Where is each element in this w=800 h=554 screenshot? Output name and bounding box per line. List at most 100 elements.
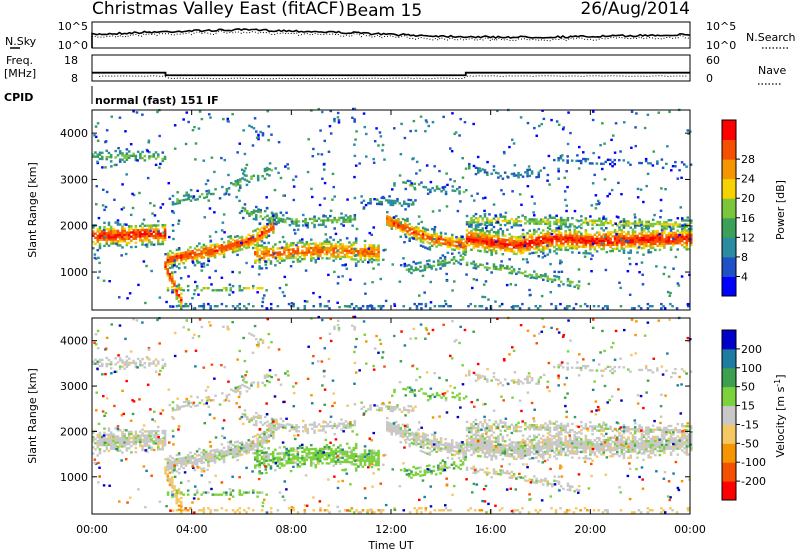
power-cell	[191, 249, 194, 253]
power-cell	[517, 220, 520, 223]
y-tick-label: 1000	[60, 266, 88, 279]
power-cell	[618, 249, 621, 253]
power-cell	[242, 172, 245, 175]
power-cell	[209, 244, 212, 247]
velocity-cell	[125, 363, 129, 366]
velocity-cell	[132, 436, 135, 440]
power-cell	[600, 221, 603, 225]
velocity-cell	[236, 452, 239, 456]
power-cell	[357, 252, 360, 255]
power-cell	[339, 251, 342, 254]
velocity-cell	[372, 457, 376, 461]
power-cell	[182, 198, 186, 202]
power-cell	[565, 305, 569, 308]
power-cell	[171, 281, 174, 285]
power-cell	[329, 209, 333, 212]
velocity-cell	[274, 460, 277, 464]
velocity-cell	[271, 454, 275, 458]
power-cell	[486, 173, 489, 176]
power-cell	[675, 307, 679, 310]
power-cell	[533, 232, 536, 236]
power-cell	[412, 226, 416, 230]
velocity-cell	[164, 468, 167, 471]
velocity-cell	[231, 452, 235, 455]
power-cell	[678, 239, 682, 243]
power-cell	[354, 262, 358, 265]
power-cell	[553, 231, 556, 234]
power-cell	[544, 232, 547, 236]
power-cell	[183, 266, 187, 269]
power-cell	[370, 260, 374, 264]
power-cell	[681, 219, 684, 222]
power-cell	[546, 244, 549, 247]
power-cell	[658, 242, 662, 245]
power-cell	[368, 256, 371, 260]
power-cell	[569, 131, 572, 135]
velocity-cell	[343, 454, 347, 458]
power-cell	[372, 267, 375, 270]
power-cell	[465, 239, 469, 243]
power-cell	[207, 255, 210, 258]
power-cell	[586, 305, 589, 308]
velocity-cell	[148, 444, 151, 447]
power-cell	[455, 245, 459, 248]
power-cell	[461, 176, 465, 179]
velocity-cell	[154, 438, 158, 441]
power-cell	[551, 242, 554, 245]
power-cell	[640, 238, 644, 242]
power-cell	[577, 284, 581, 287]
velocity-cell	[292, 457, 295, 460]
power-cell	[306, 170, 310, 174]
velocity-cell	[285, 447, 288, 451]
power-cell	[470, 234, 473, 237]
velocity-cell	[372, 451, 376, 455]
power-cell	[361, 248, 365, 251]
power-cell	[103, 234, 106, 237]
power-cell	[533, 220, 536, 223]
power-cell	[462, 237, 465, 241]
power-cell	[193, 264, 197, 267]
velocity-cell	[322, 429, 325, 432]
power-cell	[559, 244, 563, 247]
power-cell	[591, 244, 594, 247]
power-cell	[316, 246, 320, 249]
velocity-cell	[189, 455, 192, 458]
power-cell	[423, 268, 427, 272]
power-cell	[638, 236, 641, 240]
velocity-cell	[366, 453, 369, 456]
power-cell	[279, 217, 283, 221]
power-cell	[166, 256, 170, 259]
velocity-cell	[182, 458, 185, 462]
power-cell	[448, 243, 452, 247]
power-cell	[255, 210, 258, 213]
velocity-cell	[220, 493, 224, 496]
power-cell	[524, 274, 527, 277]
power-cell	[470, 219, 473, 222]
velocity-cell	[298, 465, 302, 468]
power-cell	[428, 263, 431, 266]
velocity-cell	[328, 448, 331, 451]
power-cell	[285, 283, 288, 287]
power-cell	[533, 276, 536, 279]
power-cell	[433, 242, 436, 246]
power-cell	[600, 219, 603, 223]
velocity-cell	[205, 396, 208, 399]
power-cell	[613, 228, 617, 232]
power-cell	[324, 225, 328, 228]
power-cell	[332, 238, 335, 242]
power-cell	[580, 245, 583, 248]
power-cell	[228, 293, 231, 296]
power-cell	[676, 240, 680, 243]
power-cell	[132, 193, 136, 197]
power-cell	[560, 260, 563, 264]
velocity-cell	[287, 451, 291, 455]
power-cell	[348, 245, 351, 248]
power-cell	[528, 229, 532, 232]
velocity-cell	[116, 441, 120, 444]
power-cell	[490, 243, 493, 246]
power-cell	[481, 227, 484, 230]
velocity-cell	[213, 451, 217, 454]
power-cell	[175, 284, 179, 288]
velocity-cell	[363, 457, 367, 460]
power-cell	[559, 223, 563, 226]
